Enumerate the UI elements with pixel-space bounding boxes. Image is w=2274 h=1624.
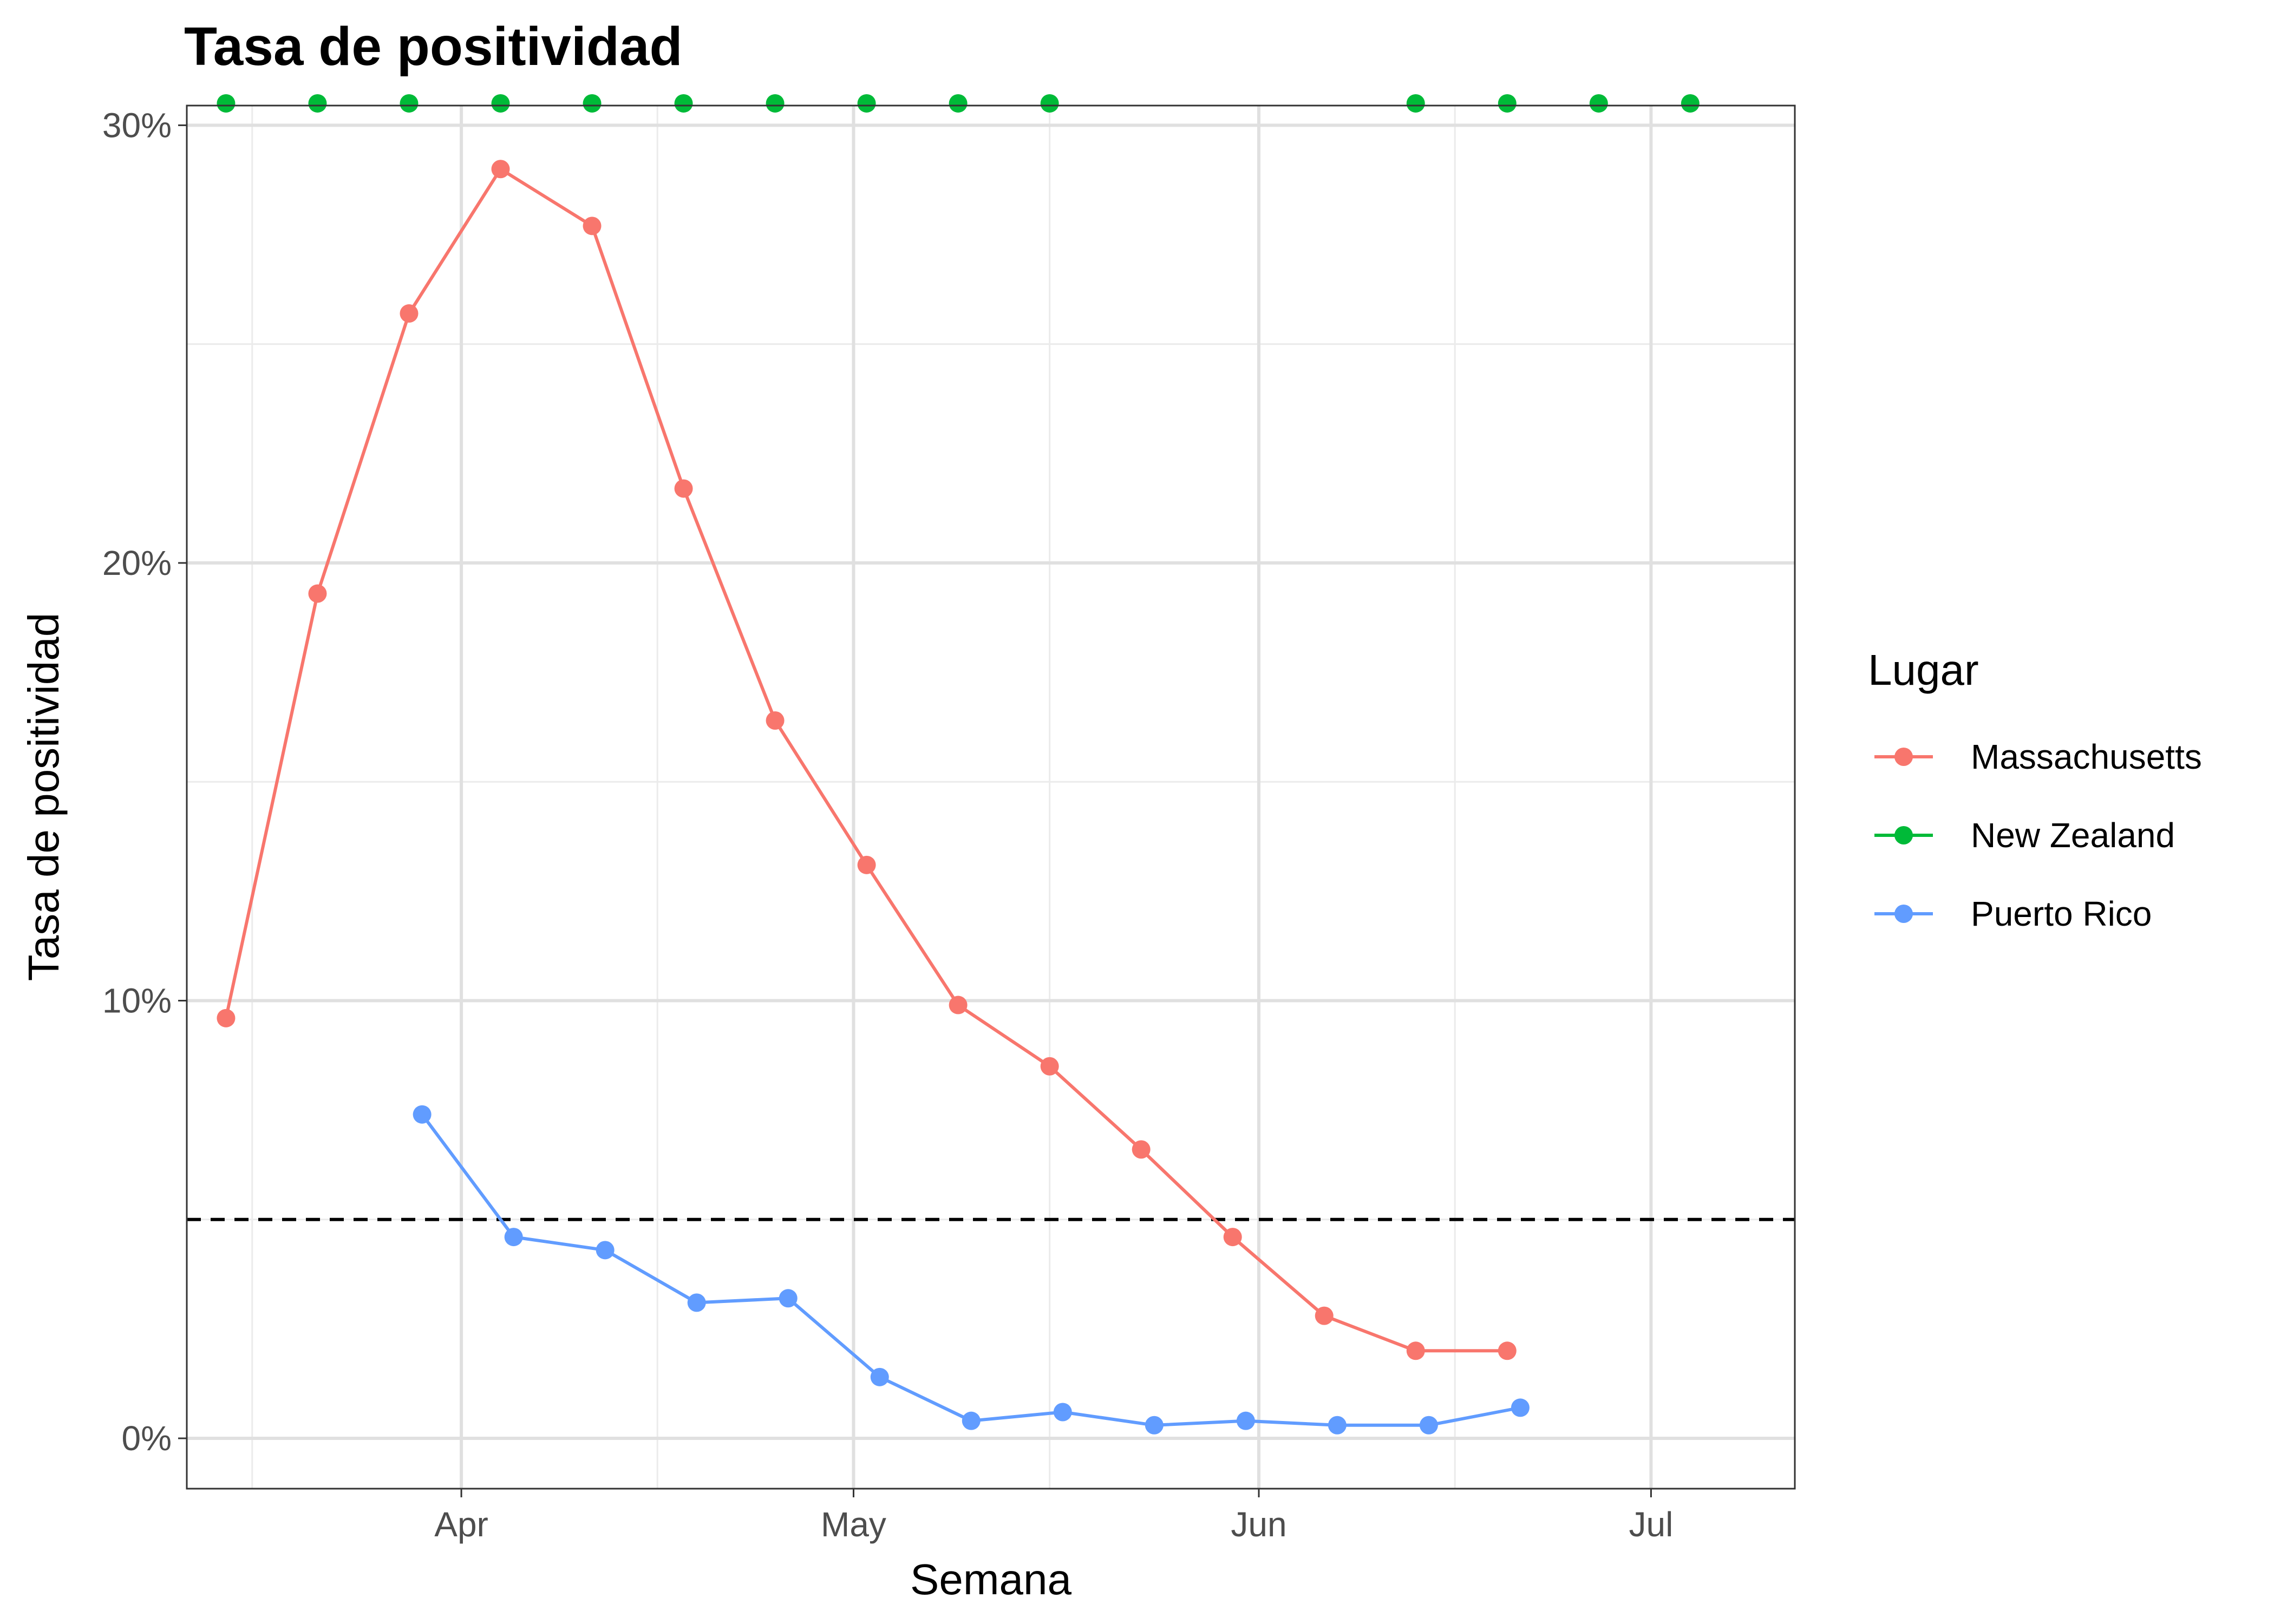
data-point-new-zealand — [308, 94, 327, 113]
x-tick-label: Jun — [1231, 1505, 1286, 1544]
legend-label-massachusetts: Massachusetts — [1971, 737, 2202, 776]
x-axis-title: Semana — [910, 1555, 1071, 1603]
data-point-massachusetts — [400, 304, 419, 323]
data-point-puerto-rico — [1053, 1403, 1072, 1422]
x-tick-label: May — [821, 1505, 886, 1544]
data-point-massachusetts — [1406, 1341, 1425, 1360]
data-point-massachusetts — [583, 217, 602, 235]
y-tick-label: 20% — [102, 543, 172, 582]
legend-label-new-zealand: New Zealand — [1971, 816, 2175, 855]
data-point-new-zealand — [400, 94, 419, 113]
y-axis-ticks: 0% 10% 20% 30% — [102, 106, 187, 1458]
legend: Lugar Massachusetts New Zealand Puerto Ric… — [1868, 646, 2202, 933]
data-point-new-zealand — [1406, 94, 1425, 113]
data-point-massachusetts — [491, 160, 510, 179]
series-puerto-rico — [413, 1105, 1530, 1435]
legend-key-point — [1894, 748, 1913, 766]
data-point-massachusetts — [857, 855, 876, 874]
series-layer — [217, 94, 1700, 1435]
series-massachusetts — [217, 160, 1517, 1360]
y-tick-label: 0% — [122, 1419, 172, 1458]
data-point-new-zealand — [766, 94, 785, 113]
data-point-massachusetts — [1040, 1057, 1059, 1076]
data-point-puerto-rico — [1145, 1416, 1164, 1435]
data-point-new-zealand — [217, 94, 236, 113]
data-point-massachusetts — [766, 711, 785, 730]
y-tick-label: 10% — [102, 981, 172, 1020]
data-point-puerto-rico — [413, 1105, 432, 1124]
data-point-puerto-rico — [596, 1241, 615, 1260]
data-point-puerto-rico — [962, 1411, 981, 1430]
data-point-new-zealand — [491, 94, 510, 113]
data-point-new-zealand — [1498, 94, 1517, 113]
legend-item-new-zealand: New Zealand — [1874, 816, 2175, 855]
data-point-puerto-rico — [687, 1293, 706, 1312]
data-point-puerto-rico — [504, 1228, 523, 1247]
data-point-puerto-rico — [1511, 1398, 1530, 1417]
legend-key-point — [1894, 905, 1913, 923]
y-tick-label: 30% — [102, 106, 172, 145]
data-point-new-zealand — [1040, 94, 1059, 113]
data-point-massachusetts — [1223, 1228, 1242, 1247]
legend-title: Lugar — [1868, 646, 1979, 694]
data-point-new-zealand — [857, 94, 876, 113]
data-point-massachusetts — [1315, 1306, 1334, 1325]
legend-items: Massachusetts New Zealand Puerto Rico — [1874, 737, 2202, 933]
data-point-massachusetts — [1132, 1140, 1151, 1159]
data-point-massachusetts — [949, 996, 968, 1014]
data-point-puerto-rico — [870, 1367, 889, 1386]
legend-item-puerto-rico: Puerto Rico — [1874, 894, 2152, 933]
data-point-puerto-rico — [1328, 1416, 1347, 1435]
data-point-puerto-rico — [1236, 1411, 1255, 1430]
x-tick-label: Apr — [434, 1505, 488, 1544]
data-point-massachusetts — [1498, 1341, 1517, 1360]
data-point-massachusetts — [217, 1009, 236, 1027]
data-point-massachusetts — [308, 584, 327, 603]
minor-gridlines — [187, 106, 1795, 1489]
data-point-new-zealand — [674, 94, 693, 113]
data-point-puerto-rico — [779, 1289, 798, 1308]
data-point-new-zealand — [949, 94, 968, 113]
data-point-new-zealand — [583, 94, 602, 113]
series-new-zealand — [217, 94, 1700, 113]
y-axis-title: Tasa de positividad — [19, 613, 68, 981]
data-point-new-zealand — [1681, 94, 1700, 113]
plot-border — [186, 104, 1796, 1490]
chart-title: Tasa de positividad — [184, 16, 683, 77]
x-tick-label: Jul — [1629, 1505, 1673, 1544]
x-axis-ticks: Apr May Jun Jul — [434, 1489, 1673, 1544]
legend-key-point — [1894, 826, 1913, 844]
plot-panel — [187, 106, 1795, 1489]
legend-item-massachusetts: Massachusetts — [1874, 737, 2202, 776]
data-point-massachusetts — [674, 479, 693, 498]
data-point-puerto-rico — [1419, 1416, 1438, 1435]
legend-label-puerto-rico: Puerto Rico — [1971, 894, 2152, 933]
data-point-new-zealand — [1589, 94, 1608, 113]
